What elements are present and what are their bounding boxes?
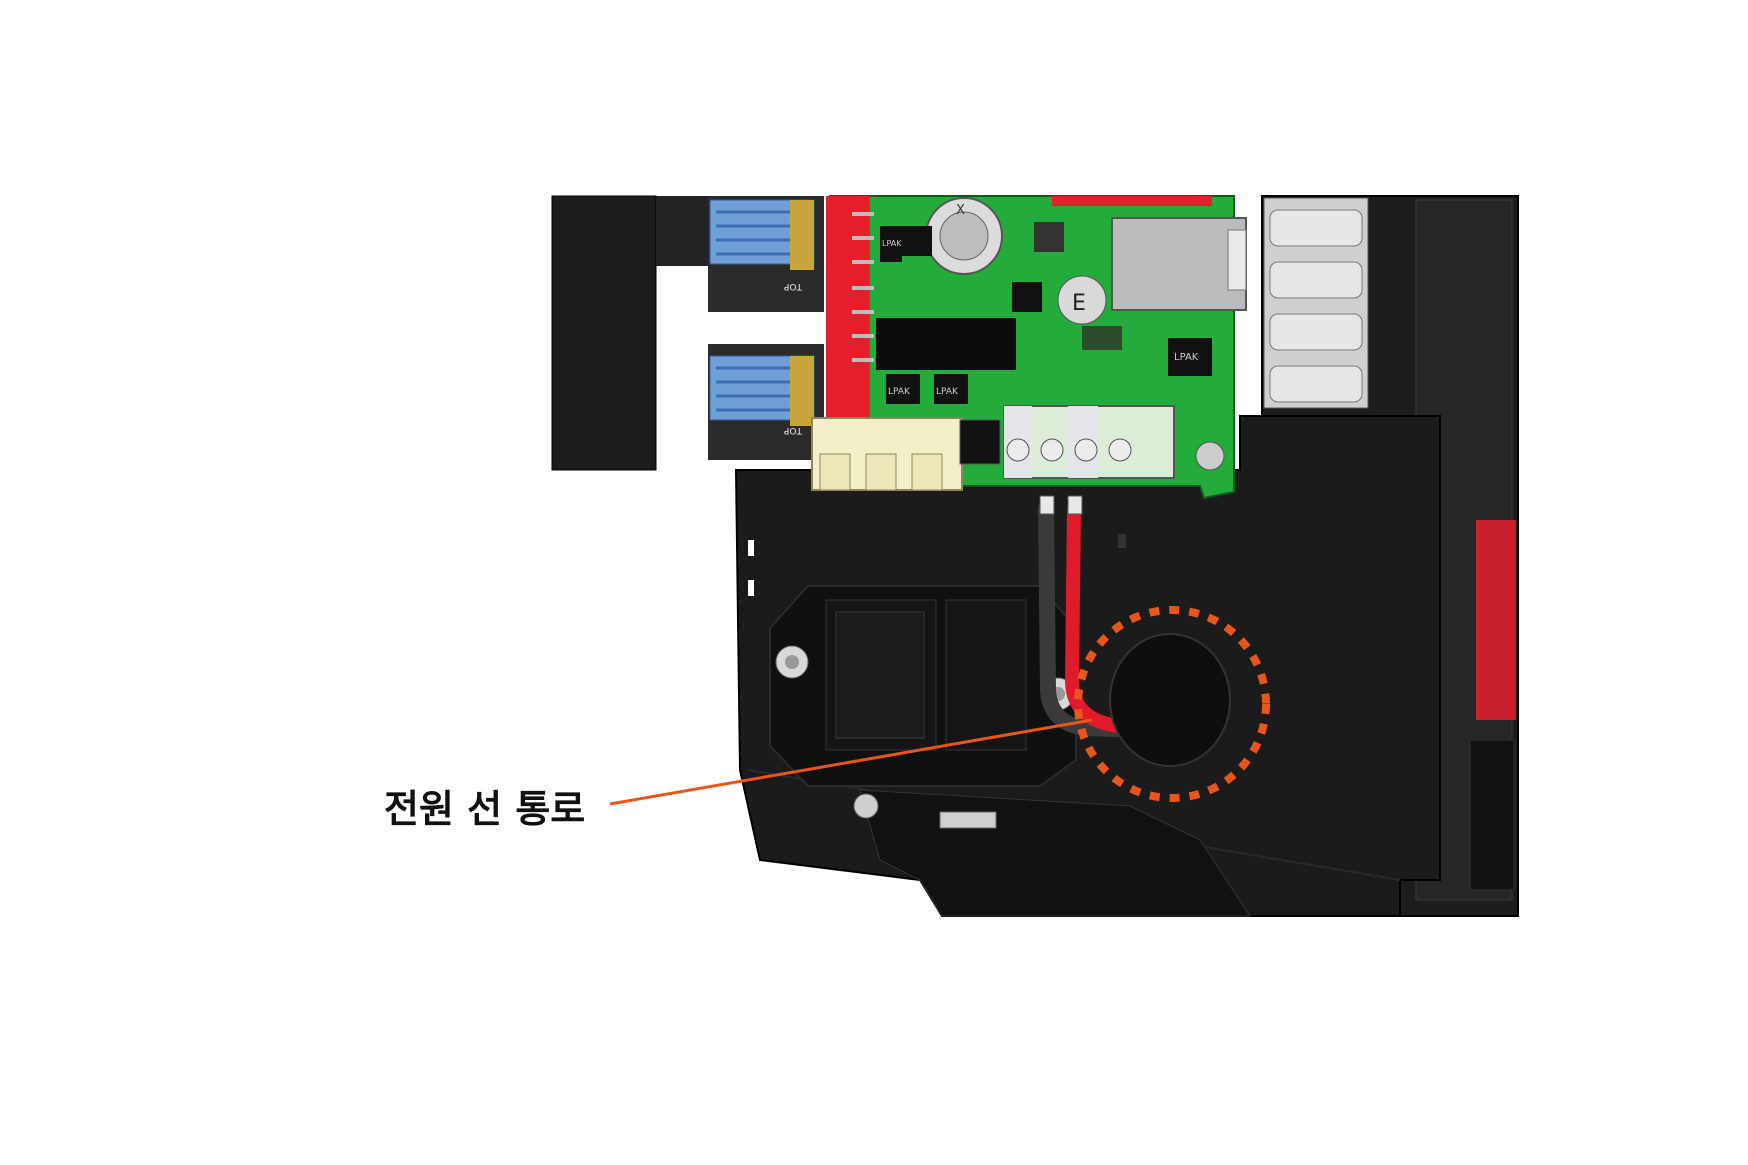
heatsink xyxy=(1263,197,1369,409)
mosfet-chip: LPAK xyxy=(886,374,920,404)
svg-text:LPAK: LPAK xyxy=(936,387,959,397)
ethernet-port xyxy=(1111,217,1247,311)
svg-text:TOP: TOP xyxy=(783,281,803,291)
cable-passage-hole xyxy=(1109,633,1231,767)
stepper-driver-bottom: TOP xyxy=(708,344,824,460)
cream-connector xyxy=(811,417,963,491)
callout-leader-line xyxy=(609,718,1093,806)
highlight-circle xyxy=(1074,606,1270,802)
screw-terminal xyxy=(1003,405,1175,479)
battery-mark: X xyxy=(956,203,965,218)
mosfet-chip: LPAK xyxy=(934,374,968,404)
mosfet-chip: LPAK xyxy=(880,226,902,262)
bottom-rail xyxy=(853,789,1251,917)
svg-text:TOP: TOP xyxy=(783,425,803,435)
svg-text:LPAK: LPAK xyxy=(882,239,902,248)
svg-text:LPAK: LPAK xyxy=(1174,352,1199,363)
capacitor-mark: E xyxy=(1072,291,1086,316)
mosfet-chip: LPAK xyxy=(1168,338,1212,376)
svg-text:LPAK: LPAK xyxy=(888,387,911,397)
capacitor-icon xyxy=(1057,275,1107,325)
power-inlet xyxy=(769,585,1077,787)
stepper-driver-top: TOP xyxy=(708,196,824,312)
main-housing xyxy=(734,415,1441,917)
ic-chip xyxy=(876,318,1016,370)
screw-icon xyxy=(1195,441,1225,471)
red-side-panel xyxy=(1476,520,1516,720)
callout-label: 전원 선 통로 xyxy=(384,787,586,831)
